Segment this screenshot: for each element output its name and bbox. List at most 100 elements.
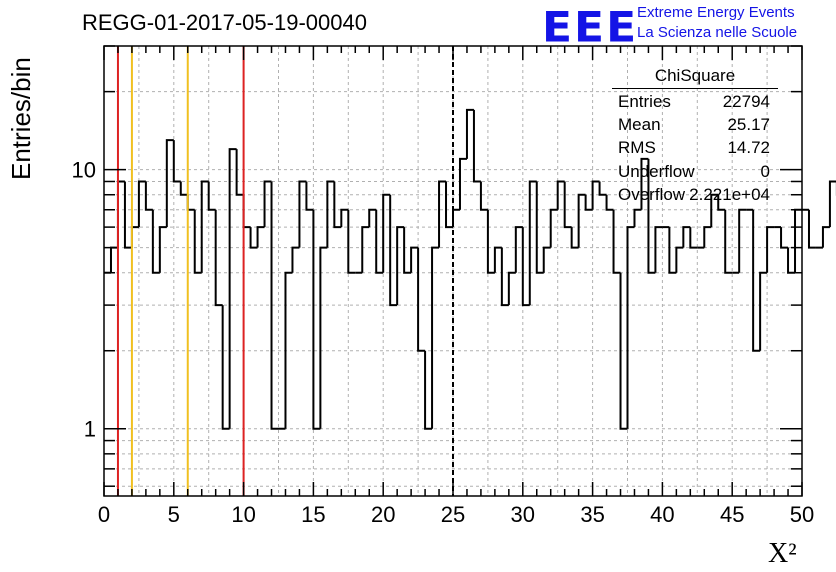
histogram-bin [605, 194, 614, 211]
stats-label: Entries [618, 92, 671, 111]
y-tick-label: 10 [72, 158, 96, 183]
histogram-bin [312, 209, 321, 430]
histogram-bin [207, 181, 216, 211]
histogram-bin [563, 181, 572, 229]
stats-value: 25.17 [727, 115, 770, 134]
histogram-bin [584, 194, 593, 211]
histogram-bin [724, 209, 733, 274]
histogram-bin [256, 226, 265, 248]
stats-row-overflow: Overflow 2.221e+04 [618, 185, 770, 207]
histogram-bin [458, 157, 467, 210]
x-tick-label: 40 [650, 502, 674, 527]
x-tick-label: 5 [168, 502, 180, 527]
histogram-bin [752, 209, 761, 352]
x-tick-label: 45 [720, 502, 744, 527]
histogram-bin [396, 226, 405, 306]
histogram-bin [535, 181, 544, 274]
histogram-bin [738, 208, 747, 273]
histogram-bin [821, 226, 830, 248]
histogram-bin [179, 181, 188, 196]
histogram-bin [807, 209, 816, 249]
stats-value: 14.72 [727, 138, 770, 157]
x-tick-label: 20 [371, 502, 395, 527]
histogram-bin [514, 226, 523, 273]
histogram-bin [291, 246, 300, 273]
histogram-bin [759, 271, 768, 351]
stats-label: Mean [618, 115, 661, 134]
histogram-bin [689, 227, 698, 249]
histogram-bin [389, 194, 398, 307]
histogram-bin [263, 180, 272, 228]
histogram-bin [284, 271, 293, 429]
histogram-bin [647, 158, 656, 274]
chart-title: REGG-01-2017-05-19-00040 [82, 10, 367, 35]
histogram-bin [235, 149, 244, 196]
stats-value: 2.221e+04 [689, 185, 770, 204]
histogram-bin [361, 226, 370, 273]
y-tick-label: 1 [84, 417, 96, 442]
x-tick-label: 35 [580, 502, 604, 527]
histogram-bin [493, 246, 502, 273]
stats-row-mean: Mean 25.17 [618, 115, 770, 137]
histogram-bin [116, 180, 125, 248]
stats-value: 0 [760, 162, 770, 181]
x-axis-label: X² [768, 538, 797, 569]
x-tick-label: 25 [441, 502, 465, 527]
histogram-bin [521, 227, 530, 307]
vertical-marker-lines [116, 46, 454, 496]
histogram-bin [598, 181, 607, 196]
histogram-bin [556, 180, 565, 210]
stats-row-entries: Entries 22794 [618, 92, 770, 114]
histogram-bin [200, 180, 209, 273]
histogram-bin [668, 227, 677, 274]
histogram-bin [710, 193, 719, 228]
histogram-bin [703, 226, 712, 248]
histogram-bin [500, 247, 509, 307]
histogram-bin [577, 193, 586, 248]
histogram-bin [445, 181, 453, 229]
histogram-bin [242, 194, 251, 229]
histogram-bin [479, 181, 488, 211]
histogram-bin [375, 209, 384, 274]
histogram-bin [123, 181, 132, 249]
histogram-bin [591, 180, 600, 210]
stats-label: RMS [618, 138, 656, 157]
histogram-bin [452, 208, 460, 228]
histogram-bin [144, 181, 153, 211]
histogram-bin [640, 157, 649, 210]
histogram-series [104, 108, 836, 430]
histogram-bin [382, 193, 391, 273]
stats-box: ChiSquare Entries 22794 Mean 25.17 RMS 1… [612, 66, 778, 210]
histogram-bin [158, 226, 167, 273]
histogram-bin [431, 246, 440, 429]
x-tick-label: 0 [98, 502, 110, 527]
histogram-bin [766, 226, 775, 273]
histogram-bin [438, 180, 447, 248]
histogram-bin [486, 209, 495, 274]
logo-line-2: La Scienza nelle Scuole [637, 24, 798, 41]
histogram-bin [542, 246, 551, 273]
stats-value: 22794 [722, 92, 770, 111]
histogram-bin [228, 148, 237, 429]
axis-ticks [103, 45, 803, 496]
histogram-bin [368, 208, 377, 228]
histogram-bin [410, 246, 419, 273]
x-tick-label: 30 [511, 502, 535, 527]
histogram-bin [221, 305, 230, 430]
histogram-bin [465, 108, 474, 159]
histogram-bin [626, 226, 635, 429]
histogram-bin [780, 227, 789, 249]
x-tick-label: 10 [231, 502, 255, 527]
histogram-bin [549, 208, 558, 248]
histogram-bin [172, 140, 181, 183]
histogram-bin [340, 208, 349, 228]
histogram-bin [319, 246, 328, 429]
y-axis-label: Entries/bin [6, 57, 36, 180]
stats-box-title: ChiSquare [654, 66, 736, 85]
histogram-bin [165, 139, 174, 228]
histogram-bin [654, 226, 663, 273]
stats-box-divider [612, 88, 778, 89]
histogram-bin [305, 181, 314, 211]
histogram-bin [193, 209, 202, 274]
histogram-bin [717, 194, 726, 211]
